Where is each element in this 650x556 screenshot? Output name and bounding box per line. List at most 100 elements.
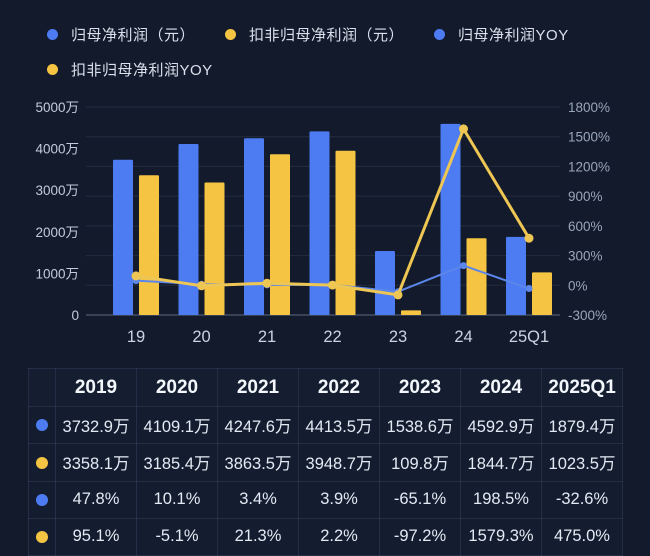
year-column-header: 2022 — [298, 368, 380, 407]
legend-label: 归母净利润（元） — [71, 27, 196, 44]
table-cell: 4413.5万 — [298, 405, 380, 445]
point-deducted-net-profit-yoy-20[interactable] — [197, 281, 206, 291]
legend-item-deducted-net-profit[interactable]: 扣非归母净利润（元） — [225, 24, 404, 45]
year-column-header: 2019 — [55, 368, 137, 407]
point-net-profit-yoy-25Q1[interactable] — [525, 285, 533, 292]
table-cell: 10.1% — [136, 480, 218, 519]
table-body: 3732.9万 4109.1万 4247.6万 4413.5万 1538.6万 4592.… — [28, 405, 623, 556]
legend-label: 扣非归母净利润YOY — [71, 62, 213, 79]
bar-net-profit-22[interactable] — [309, 131, 330, 315]
table-cell: 4109.1万 — [136, 405, 218, 445]
right-axis-tick: 600% — [568, 219, 603, 234]
right-axis-tick: 0% — [568, 278, 588, 293]
profit-chart[interactable]: 1800% 1500% 1200% 900% 600% 300% 0% -300% 5000万 4… — [0, 95, 650, 360]
x-axis-label-25Q1: 25Q1 — [509, 328, 549, 346]
financials-table: 2019 2020 2021 2022 2023 2024 2025Q1 3732.9万 41… — [28, 368, 623, 556]
point-deducted-net-profit-yoy-23[interactable] — [393, 290, 403, 300]
table-cell: 3732.9万 — [55, 405, 137, 445]
bar-deducted-net-profit-19[interactable] — [139, 175, 159, 315]
left-axis-tick: 5000万 — [35, 100, 79, 115]
table-cell: 3.9% — [298, 480, 380, 519]
table-cell: 3863.5万 — [217, 443, 299, 482]
bar-net-profit-24[interactable] — [440, 123, 461, 315]
right-axis-tick: 1500% — [568, 130, 610, 145]
table-cell: -65.1% — [379, 480, 461, 519]
table-cell: 1844.7万 — [460, 443, 542, 482]
point-deducted-net-profit-yoy-21[interactable] — [262, 278, 272, 288]
table-cell: 3948.7万 — [298, 443, 380, 482]
table-cell: 2.2% — [298, 517, 380, 556]
x-axis-label-21: 21 — [258, 328, 276, 346]
year-column-header: 2021 — [217, 368, 299, 407]
table-cell: 109.8万 — [379, 443, 461, 482]
bar-net-profit-20[interactable] — [178, 144, 199, 315]
legend-item-net-profit-yoy[interactable]: 归母净利润YOY — [434, 24, 569, 45]
point-deducted-net-profit-yoy-24[interactable] — [459, 124, 468, 134]
point-net-profit-yoy-24[interactable] — [460, 262, 467, 270]
legend-row-2: 扣非归母净利润YOY — [47, 59, 637, 80]
row-marker-dot-yellow — [36, 456, 48, 469]
bar-deducted-net-profit-24[interactable] — [466, 238, 487, 315]
row-marker-cell — [28, 443, 56, 482]
table-cell: 1538.6万 — [379, 405, 461, 445]
right-axis-tick: 300% — [568, 249, 603, 264]
point-deducted-net-profit-yoy-19[interactable] — [131, 271, 141, 281]
bar-net-profit-25Q1[interactable] — [506, 236, 526, 315]
point-deducted-net-profit-yoy-25Q1[interactable] — [524, 233, 534, 243]
table-cell: 1879.4万 — [541, 405, 623, 445]
left-axis-tick: 4000万 — [35, 142, 79, 157]
year-column-header: 2023 — [379, 368, 461, 407]
table-cell: 1023.5万 — [541, 443, 623, 482]
bar-deducted-net-profit-22[interactable] — [335, 150, 356, 315]
x-axis-label-19: 19 — [127, 328, 145, 346]
bar-deducted-net-profit-25Q1[interactable] — [532, 272, 552, 315]
table-header: 2019 2020 2021 2022 2023 2024 2025Q1 — [28, 368, 623, 407]
legend-label: 扣非归母净利润（元） — [249, 27, 405, 44]
table-cell: -32.6% — [541, 480, 623, 519]
row-marker-dot-yellow — [36, 531, 48, 544]
right-axis-tick: 1200% — [568, 159, 610, 174]
row-marker-cell — [28, 517, 56, 556]
table-cell: 3.4% — [217, 480, 299, 519]
table-cell: 4592.9万 — [460, 405, 542, 445]
table-cell: 1579.3% — [460, 517, 542, 556]
bar-net-profit-19[interactable] — [113, 159, 133, 315]
table-row: 3732.9万 4109.1万 4247.6万 4413.5万 1538.6万 4592.… — [28, 405, 623, 445]
bar-net-profit-21[interactable] — [244, 138, 264, 315]
right-axis-tick: 900% — [568, 189, 603, 204]
table-header-row: 2019 2020 2021 2022 2023 2024 2025Q1 — [28, 368, 623, 407]
legend-dot-blue — [434, 29, 446, 40]
legend-dot-yellow — [47, 64, 58, 75]
right-axis-tick: 1800% — [568, 100, 610, 115]
bar-deducted-net-profit-23[interactable] — [401, 310, 421, 315]
legend-dot-blue — [47, 29, 58, 40]
left-axis-tick: 3000万 — [35, 183, 79, 198]
year-column-header: 2025Q1 — [541, 368, 623, 407]
legend-dot-yellow — [225, 29, 237, 40]
right-axis-tick: -300% — [568, 308, 607, 323]
table-row: 47.8% 10.1% 3.4% 3.9% -65.1% 198.5% -32.6% — [28, 480, 623, 519]
legend-item-net-profit[interactable]: 归母净利润（元） — [47, 24, 195, 45]
x-axis-label-23: 23 — [389, 328, 407, 346]
table-cell: 3185.4万 — [136, 443, 218, 482]
bar-deducted-net-profit-20[interactable] — [204, 182, 225, 315]
chart-svg: 1800% 1500% 1200% 900% 600% 300% 0% -300% 5000万 4… — [35, 100, 610, 346]
bar-deducted-net-profit-21[interactable] — [270, 154, 290, 315]
point-deducted-net-profit-yoy-22[interactable] — [328, 280, 337, 290]
table-cell: 3358.1万 — [55, 443, 137, 482]
table-cell: 47.8% — [55, 480, 137, 519]
year-column-header: 2024 — [460, 368, 542, 407]
year-column-header: 2020 — [136, 368, 218, 407]
table-cell: 4247.6万 — [217, 405, 299, 445]
legend-row-1: 归母净利润（元） 扣非归母净利润（元） 归母净利润YOY — [47, 24, 637, 45]
x-axis-label-22: 22 — [323, 328, 341, 346]
legend-item-deducted-net-profit-yoy[interactable]: 扣非归母净利润YOY — [47, 59, 213, 80]
table-cell: 475.0% — [541, 517, 623, 556]
row-marker-dot-blue — [36, 493, 48, 506]
table-cell: 198.5% — [460, 480, 542, 519]
bar-net-profit-23[interactable] — [375, 250, 395, 315]
left-axis-tick: 1000万 — [35, 266, 79, 281]
table-cell: 21.3% — [217, 517, 299, 556]
row-marker-cell — [28, 405, 56, 445]
table-row: 3358.1万 3185.4万 3863.5万 3948.7万 109.8万 1844.7… — [28, 443, 623, 482]
